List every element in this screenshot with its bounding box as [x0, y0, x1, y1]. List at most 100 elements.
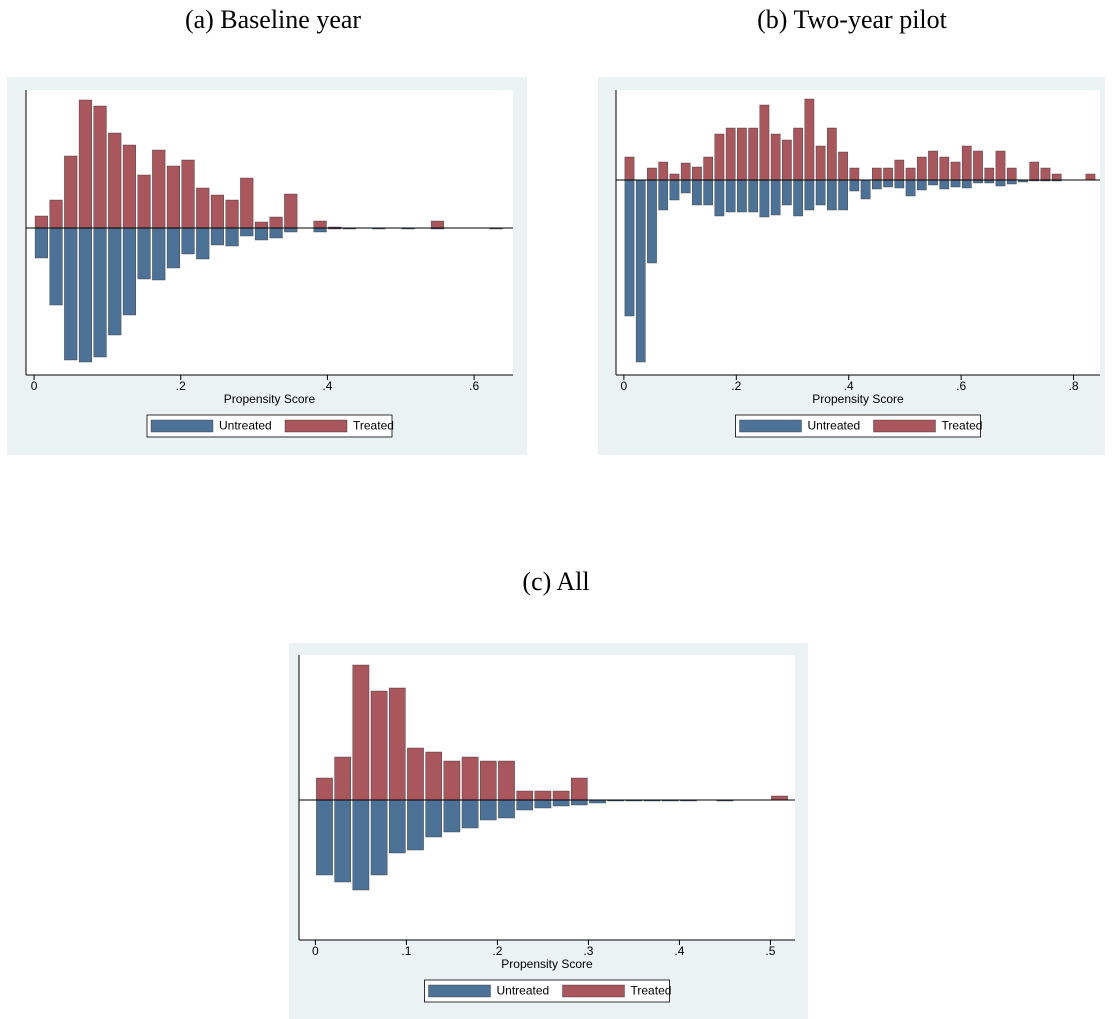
- bar: [152, 227, 166, 281]
- bar: [443, 799, 461, 833]
- bar: [269, 227, 283, 239]
- panel-title: (b) Two-year pilot: [757, 5, 948, 34]
- x-tick-label: .1: [401, 944, 411, 958]
- bar: [759, 104, 770, 181]
- x-tick-label: 0: [621, 379, 628, 393]
- bar: [1006, 179, 1017, 185]
- bar: [939, 156, 950, 181]
- x-tick-label: 0: [31, 379, 38, 393]
- legend-swatch: [284, 419, 348, 433]
- bar: [240, 177, 254, 229]
- bar: [225, 227, 239, 247]
- x-tick-label: .5: [765, 944, 775, 958]
- x-tick-label: .2: [731, 379, 741, 393]
- bar: [516, 790, 534, 801]
- bar: [793, 127, 803, 181]
- bar: [49, 227, 63, 306]
- bar: [108, 132, 122, 229]
- bar: [635, 179, 646, 363]
- bar: [905, 179, 916, 197]
- bar: [916, 179, 927, 191]
- bar: [984, 167, 995, 181]
- bar: [916, 156, 927, 181]
- bar: [815, 179, 826, 206]
- bar: [571, 799, 588, 806]
- legend-label: Treated: [631, 984, 672, 998]
- bar: [647, 179, 657, 264]
- bar: [334, 756, 351, 801]
- bar: [894, 179, 905, 189]
- x-tick-label: .2: [492, 944, 502, 958]
- bar: [827, 179, 837, 211]
- bar: [658, 179, 669, 211]
- bar: [425, 751, 442, 801]
- bar: [793, 179, 803, 217]
- bar: [804, 98, 815, 181]
- bar: [1006, 167, 1017, 181]
- bar: [748, 179, 758, 213]
- bar: [849, 167, 860, 181]
- x-tick-label: .4: [322, 379, 332, 393]
- bar: [352, 799, 370, 891]
- bar: [849, 179, 860, 192]
- x-tick-label: .2: [176, 379, 186, 393]
- bar: [804, 179, 815, 211]
- legend-swatch: [739, 419, 802, 433]
- bar: [64, 227, 78, 361]
- bar: [122, 227, 136, 316]
- bar: [516, 799, 534, 811]
- x-axis-label: Propensity Score: [224, 392, 316, 406]
- bar: [905, 167, 916, 181]
- bar: [210, 194, 224, 229]
- bar: [770, 133, 781, 181]
- bar: [316, 799, 333, 876]
- bar: [49, 199, 63, 229]
- bar: [78, 227, 92, 363]
- bar: [166, 165, 180, 229]
- bar: [370, 799, 388, 876]
- panel-title: (c) All: [522, 567, 589, 596]
- bar: [254, 227, 268, 241]
- bar: [680, 179, 691, 194]
- legend-swatch: [428, 984, 491, 998]
- bar: [950, 161, 961, 181]
- legend-label: Untreated: [497, 984, 550, 998]
- bar: [196, 187, 210, 229]
- bar: [498, 799, 515, 819]
- bar: [152, 149, 166, 229]
- bar: [93, 105, 107, 229]
- bar: [961, 179, 972, 189]
- bar: [370, 690, 388, 801]
- bar: [624, 156, 635, 181]
- bar: [313, 227, 327, 233]
- bar: [928, 179, 938, 186]
- bar: [928, 150, 938, 181]
- x-tick-label: .6: [956, 379, 966, 393]
- bar: [748, 127, 758, 181]
- bar: [770, 179, 781, 216]
- bar: [883, 179, 893, 188]
- legend-label: Treated: [353, 419, 394, 433]
- bar: [669, 173, 680, 181]
- panel-title: (a) Baseline year: [185, 5, 361, 34]
- bar: [995, 179, 1006, 187]
- x-axis-label: Propensity Score: [812, 392, 904, 406]
- bar: [407, 799, 424, 851]
- bar: [827, 127, 837, 181]
- bar: [34, 215, 48, 229]
- bar: [352, 664, 370, 801]
- x-tick-label: .6: [469, 379, 479, 393]
- bar: [166, 227, 180, 269]
- bar: [284, 227, 298, 233]
- bar: [34, 227, 48, 259]
- bar: [669, 179, 680, 201]
- bar: [196, 227, 210, 260]
- bar: [995, 150, 1006, 181]
- bar: [571, 777, 588, 801]
- bar: [407, 747, 424, 801]
- bar: [961, 145, 972, 181]
- legend-swatch: [562, 984, 625, 998]
- bar: [725, 127, 736, 181]
- legend-label: Treated: [942, 419, 983, 433]
- bar: [240, 227, 254, 237]
